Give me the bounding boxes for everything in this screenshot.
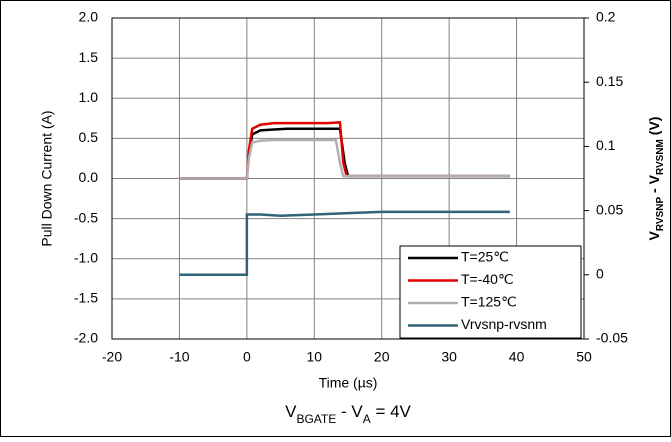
x-tick-label: 50 xyxy=(576,349,592,365)
x-tick-label: 40 xyxy=(509,349,525,365)
y2-axis-label-part: RVSNP xyxy=(655,197,666,232)
y-axis-label: Pull Down Current (A) xyxy=(39,110,55,246)
y2-axis-label-part: (V) xyxy=(646,117,662,140)
x-tick-label: 30 xyxy=(441,349,457,365)
x-tick-label: -10 xyxy=(169,349,189,365)
y-tick-label: 2.0 xyxy=(79,9,99,25)
plot-border xyxy=(111,17,585,340)
y2-tick-label: -0.05 xyxy=(596,330,628,346)
series-line xyxy=(179,210,510,277)
y-tick-label: -1.0 xyxy=(74,249,98,265)
annotation-part: A xyxy=(363,412,371,426)
legend-label: T=-40℃ xyxy=(461,271,514,287)
annotation: VBGATE - VA = 4V xyxy=(285,402,411,426)
y2-axis-label-part: V xyxy=(646,230,662,240)
x-tick-label: 20 xyxy=(374,349,390,365)
y-tick-label: 0.0 xyxy=(79,169,99,185)
annotation-part: = 4V xyxy=(371,402,412,421)
y-tick-label: -1.5 xyxy=(74,290,98,306)
y2-axis-label-part: - V xyxy=(646,174,662,196)
y2-tick-label: 0.1 xyxy=(596,137,616,153)
y2-tick-label: 0.15 xyxy=(596,73,623,89)
x-tick-label: -20 xyxy=(102,349,122,365)
y-tick-label: 0.5 xyxy=(79,129,99,145)
y2-axis-label-part: RVSNM xyxy=(655,139,666,175)
y2-tick-label: 0 xyxy=(596,266,604,282)
legend-box xyxy=(399,245,582,339)
y-tick-label: 1.5 xyxy=(79,49,99,65)
y-tick-label: 1.0 xyxy=(79,89,99,105)
y-tick-label: -2.0 xyxy=(74,330,98,346)
annotation-part: - V xyxy=(336,402,363,421)
y2-tick-label: 0.2 xyxy=(596,9,616,25)
x-tick-label: 0 xyxy=(243,349,251,365)
y-tick-label: -0.5 xyxy=(74,209,98,225)
y2-tick-label: 0.05 xyxy=(596,201,623,217)
legend-label: T=125℃ xyxy=(461,294,517,310)
annotation-part: BGATE xyxy=(296,412,336,426)
x-axis-label: Time (µs) xyxy=(319,375,378,391)
annotation-part: V xyxy=(285,402,297,421)
legend-label: Vrvsnp-rvsnm xyxy=(461,316,547,332)
legend-label: T=25℃ xyxy=(461,249,509,265)
y2-axis-label: VRVSNP - VRVSNM (V) xyxy=(646,117,666,241)
series-line xyxy=(179,138,510,180)
x-tick-label: 10 xyxy=(306,349,322,365)
